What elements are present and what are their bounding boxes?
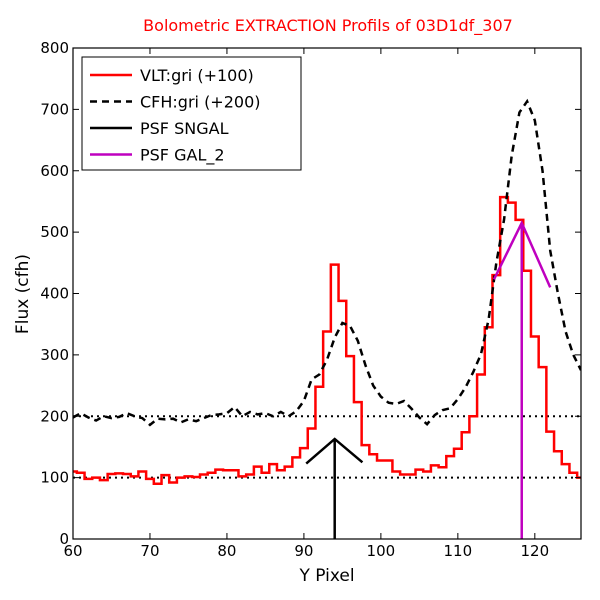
chart-title: Bolometric EXTRACTION Profils of 03D1df_… [143,16,513,36]
y-tick-label-800: 800 [40,39,69,57]
y-tick-label-300: 300 [40,346,69,364]
y-tick-label-0: 0 [59,530,69,548]
x-tick-label-110: 110 [444,542,473,560]
legend-label-cfh-gri-200: CFH:gri (+200) [140,93,261,112]
legend-label-psf-gal-2: PSF GAL_2 [140,146,225,166]
x-axis-label: Y Pixel [298,566,354,586]
x-tick-label-120: 120 [520,542,549,560]
legend-label-vlt-gri-100: VLT:gri (+100) [140,66,254,85]
legend-label-psf-sngal: PSF SNGAL [140,119,229,138]
y-axis-label: Flux (cfh) [13,254,33,334]
y-tick-label-700: 700 [40,100,69,118]
y-tick-label-200: 200 [40,407,69,425]
series-vlt-gri-100 [73,195,581,486]
y-tick-label-100: 100 [40,469,69,487]
y-tick-label-400: 400 [40,285,69,303]
y-tick-label-600: 600 [40,162,69,180]
x-tick-label-90: 90 [294,542,313,560]
axes: 60 70 80 90 100 110 120 0 100 200 300 400 500 600 700 8… [40,39,582,560]
x-tick-label-80: 80 [217,542,236,560]
x-tick-label-70: 70 [140,542,159,560]
y-tick-label-500: 500 [40,223,69,241]
x-tick-label-100: 100 [367,542,396,560]
legend: VLT:gri (+100) CFH:gri (+200) PSF SNGAL PSF… [81,56,302,171]
x-tick-label-60: 60 [63,542,82,560]
plot-area [73,98,581,539]
